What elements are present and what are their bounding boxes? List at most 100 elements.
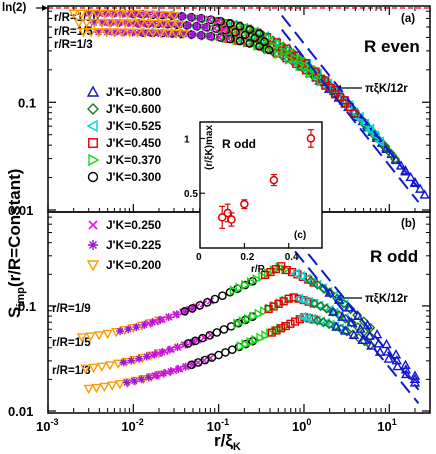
point-b-J0.600-b2 xyxy=(353,332,364,343)
point-a-J0.450-b2 xyxy=(350,109,359,118)
point-b-J0.250-b0 xyxy=(158,315,166,324)
point-a-J0.600-b1 xyxy=(385,148,396,159)
point-b-J0.225-b1 xyxy=(150,350,159,359)
point-b-J0.250-b0 xyxy=(151,317,160,326)
point-b-J0.200-b2 xyxy=(91,383,102,394)
point-b-J0.800-b2 xyxy=(392,360,403,371)
point-b-J0.800-b1 xyxy=(382,346,393,356)
point-b-J0.250-b0 xyxy=(165,313,173,321)
point-a-J0.200-b0 xyxy=(91,9,103,20)
point-a-J0.200-b2 xyxy=(163,29,174,39)
point-a-J0.370-b2 xyxy=(285,54,295,65)
point-b-J0.200-b0 xyxy=(93,331,105,341)
point-a-J0.300-b0 xyxy=(206,15,216,24)
point-b-J0.300-b1 xyxy=(219,325,229,334)
point-a-J0.370-b1 xyxy=(280,46,290,58)
point-a-J0.300-b1 xyxy=(250,33,260,43)
legend-marker-J0.225 xyxy=(88,240,98,250)
point-a-J0.200-b1 xyxy=(89,18,100,29)
y-tick-label-b: 0.01 xyxy=(8,404,33,419)
point-a-J0.225-b2 xyxy=(145,28,154,37)
point-b-J0.225-b0 xyxy=(124,325,133,334)
point-b-J0.225-b1 xyxy=(142,352,151,361)
point-a-J0.300-b2 xyxy=(235,36,245,46)
point-b-J0.250-b1 xyxy=(154,349,163,358)
point-a-J0.225-b0 xyxy=(195,14,204,23)
point-b-J0.300-b1 xyxy=(212,328,222,337)
point-b-J0.800-b0 xyxy=(381,338,392,349)
point-a-J0.300-b1 xyxy=(240,30,250,40)
point-a-J0.450-b0 xyxy=(330,86,340,95)
point-b-J0.225-b0 xyxy=(116,327,125,336)
point-b-J0.800-b0 xyxy=(400,359,411,369)
point-b-J0.225-b1 xyxy=(127,356,136,365)
legend-label-J0.225: J'K=0.225 xyxy=(106,238,162,252)
legend-label-J0.800: J'K=0.800 xyxy=(106,85,162,99)
point-a-J0.200-b1 xyxy=(127,19,139,29)
point-b-J0.600-b2 xyxy=(324,319,335,330)
point-a-J0.200-b0 xyxy=(68,9,79,19)
point-a-J0.300-b1 xyxy=(211,24,221,33)
legend-marker-J0.450 xyxy=(88,138,98,148)
point-b-J0.600-b0 xyxy=(305,275,316,286)
inset-x-tick-label: 0.2 xyxy=(240,252,254,263)
point-b-J0.450-b1 xyxy=(284,294,293,303)
point-a-J0.200-b1 xyxy=(143,19,154,29)
point-a-J0.370-b0 xyxy=(254,27,264,39)
inset-frame xyxy=(199,121,323,249)
point-a-J0.300-b0 xyxy=(225,19,235,28)
point-b-J0.600-b0 xyxy=(312,279,323,290)
point-a-J0.300-b1 xyxy=(231,28,240,37)
axis-ticks: 10-3 10-2 10-1 100 101 0.01 0.1 0.01 0.1 xyxy=(8,7,431,434)
x-tick-label: 10-1 xyxy=(207,417,229,434)
point-b-J0.225-b1 xyxy=(158,348,167,357)
point-a-J0.200-b0 xyxy=(114,9,126,20)
legend-marker-J0.525 xyxy=(86,119,98,133)
point-b-J0.200-b1 xyxy=(104,361,116,371)
point-a-J0.225-b0 xyxy=(101,9,110,18)
point-b-J0.250-b1 xyxy=(167,345,176,354)
point-a-J0.200-b1 xyxy=(112,19,123,29)
ratio-label-b-0: r/R=1/9 xyxy=(52,303,91,315)
legend-marker-J0.300 xyxy=(87,171,99,183)
point-b-J0.800-b1 xyxy=(364,330,375,340)
point-a-J0.225-b1 xyxy=(166,20,175,29)
point-a-J0.200-b2 xyxy=(170,29,182,40)
point-b-J0.600-b0 xyxy=(318,283,329,294)
point-b-J0.450-b1 xyxy=(269,302,278,311)
point-b-J0.300-b0 xyxy=(210,294,220,304)
point-b-J0.200-b2 xyxy=(106,381,118,391)
x-tick-label: 101 xyxy=(377,417,396,434)
point-b-J0.250-b2 xyxy=(157,370,166,378)
point-b-J0.370-b2 xyxy=(261,330,271,341)
point-b-J0.300-b1 xyxy=(191,336,200,346)
inset-title: R odd xyxy=(222,137,256,151)
legend-marker-J0.370 xyxy=(88,153,100,167)
point-b-J0.250-b1 xyxy=(148,351,156,359)
point-a-J0.370-b2 xyxy=(306,68,316,79)
point-b-J0.450-b1 xyxy=(274,299,283,309)
point-a-J0.200-b1 xyxy=(166,20,177,30)
point-b-J0.200-b2 xyxy=(99,382,110,393)
point-a-J0.225-b0 xyxy=(170,11,179,20)
ln2-arrowhead xyxy=(42,5,48,11)
point-b-J0.370-b0 xyxy=(229,285,240,296)
point-a-J0.200-b2 xyxy=(147,28,159,39)
point-a-J0.300-b1 xyxy=(221,25,231,35)
point-b-J0.250-b2 xyxy=(151,372,159,380)
point-b-J0.225-b1 xyxy=(188,337,197,346)
point-a-J0.200-b2 xyxy=(124,28,135,38)
inset-point-3 xyxy=(240,199,249,209)
point-b-J0.370-b2 xyxy=(241,339,251,350)
asymptote-line-1-1 xyxy=(281,220,420,391)
inset-panel-label: (c) xyxy=(294,230,306,241)
point-b-J0.600-b2 xyxy=(341,326,352,337)
point-b-J0.225-b2 xyxy=(144,373,153,382)
point-b-J0.600-b0 xyxy=(338,298,349,309)
y-tick-label-b: 0.1 xyxy=(18,299,36,314)
point-a-J0.225-b2 xyxy=(205,32,214,41)
point-a-J0.370-b2 xyxy=(295,60,305,72)
point-a-J0.200-b1 xyxy=(174,20,185,31)
point-a-J0.200-b0 xyxy=(83,9,95,19)
asymptote-line-0-1 xyxy=(281,14,420,189)
